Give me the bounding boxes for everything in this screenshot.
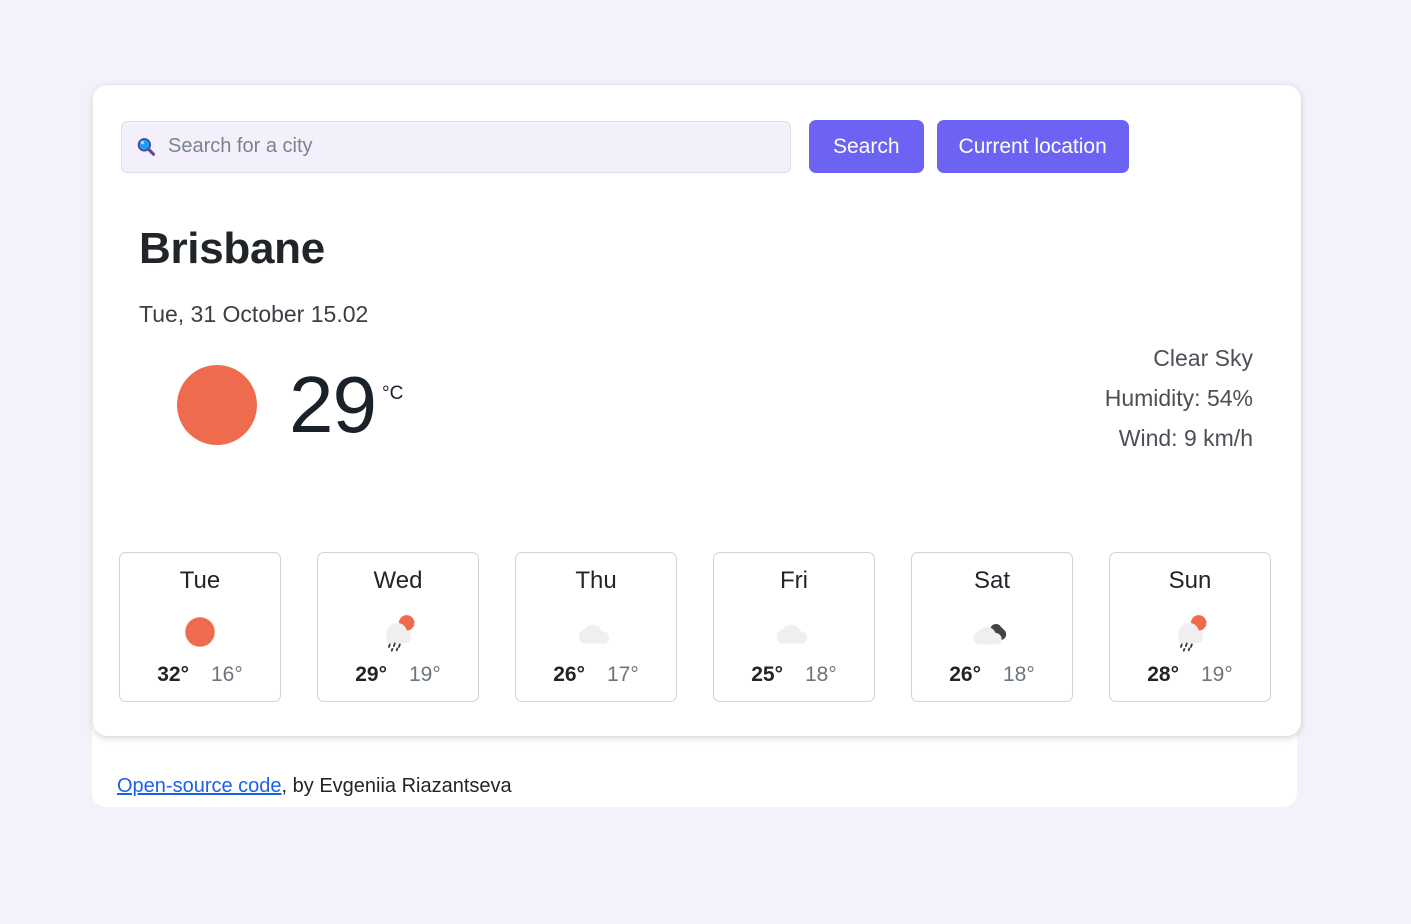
- forecast-max: 25°: [751, 663, 783, 686]
- current-details: Clear Sky Humidity: 54% Wind: 9 km/h: [1105, 338, 1253, 458]
- humidity-value: Humidity: 54%: [1104, 385, 1253, 411]
- forecast-day: Tue: [179, 567, 221, 594]
- forecast-max: 32°: [157, 663, 189, 686]
- forecast-min: 17°: [607, 663, 639, 686]
- weather-description: Clear Sky: [1153, 345, 1253, 371]
- temperature-unit: °C: [381, 383, 404, 404]
- forecast-max: 26°: [949, 663, 981, 686]
- search-input[interactable]: [121, 120, 791, 173]
- forecast-temps: 32° 16°: [120, 663, 280, 687]
- forecast-temps: 28° 19°: [1110, 663, 1270, 687]
- cloud-icon: [516, 609, 676, 655]
- sun-rain-cloud-icon: [1110, 609, 1270, 655]
- weather-card: Search Current location Brisbane Tue, 31…: [93, 85, 1301, 736]
- forecast-min: 19°: [409, 663, 441, 686]
- forecast-card[interactable]: Sat 26° 18°: [911, 552, 1073, 702]
- forecast-card[interactable]: Wed 29°: [317, 552, 479, 702]
- forecast-row: Tue 32° 16° Wed: [119, 552, 1271, 702]
- forecast-card[interactable]: Sun 28°: [1109, 552, 1271, 702]
- forecast-temps: 25° 18°: [714, 663, 874, 687]
- forecast-temps: 29° 19°: [318, 663, 478, 687]
- forecast-min: 16°: [211, 663, 243, 686]
- forecast-day: Thu: [575, 567, 617, 594]
- forecast-max: 29°: [355, 663, 387, 686]
- sun-rain-cloud-icon: [318, 609, 478, 655]
- wind-value: Wind: 9 km/h: [1118, 425, 1253, 451]
- footer-author: , by Evgeniia Riazantseva: [281, 775, 512, 797]
- forecast-day: Sat: [973, 567, 1011, 594]
- forecast-min: 18°: [805, 663, 837, 686]
- cloud-icon: [714, 609, 874, 655]
- sun-icon: [120, 609, 280, 655]
- forecast-max: 28°: [1147, 663, 1179, 686]
- forecast-day: Sun: [1168, 567, 1212, 594]
- open-source-code-link[interactable]: Open-source code: [117, 775, 282, 797]
- forecast-card[interactable]: Fri 25° 18°: [713, 552, 875, 702]
- wind-cloud-icon: [912, 609, 1072, 655]
- current-location-button[interactable]: Current location: [936, 120, 1129, 173]
- forecast-card[interactable]: Thu 26° 17°: [515, 552, 677, 702]
- forecast-temps: 26° 17°: [516, 663, 676, 687]
- forecast-min: 18°: [1003, 663, 1035, 686]
- current-temperature-block: 29 °C: [139, 365, 403, 445]
- forecast-card[interactable]: Tue 32° 16°: [119, 552, 281, 702]
- footer: Open-source code, by Evgeniia Riazantsev…: [117, 775, 512, 798]
- sun-icon: [177, 365, 257, 445]
- forecast-max: 26°: [553, 663, 585, 686]
- forecast-day: Fri: [780, 567, 808, 594]
- forecast-temps: 26° 18°: [912, 663, 1072, 687]
- search-button[interactable]: Search: [809, 120, 924, 173]
- current-temperature: 29: [289, 360, 377, 449]
- city-name: Brisbane: [139, 224, 325, 273]
- search-row: Search Current location: [121, 120, 1129, 173]
- search-input-wrapper: [121, 120, 791, 173]
- forecast-min: 19°: [1201, 663, 1233, 686]
- current-date: Tue, 31 October 15.02: [139, 301, 369, 327]
- forecast-day: Wed: [373, 567, 423, 594]
